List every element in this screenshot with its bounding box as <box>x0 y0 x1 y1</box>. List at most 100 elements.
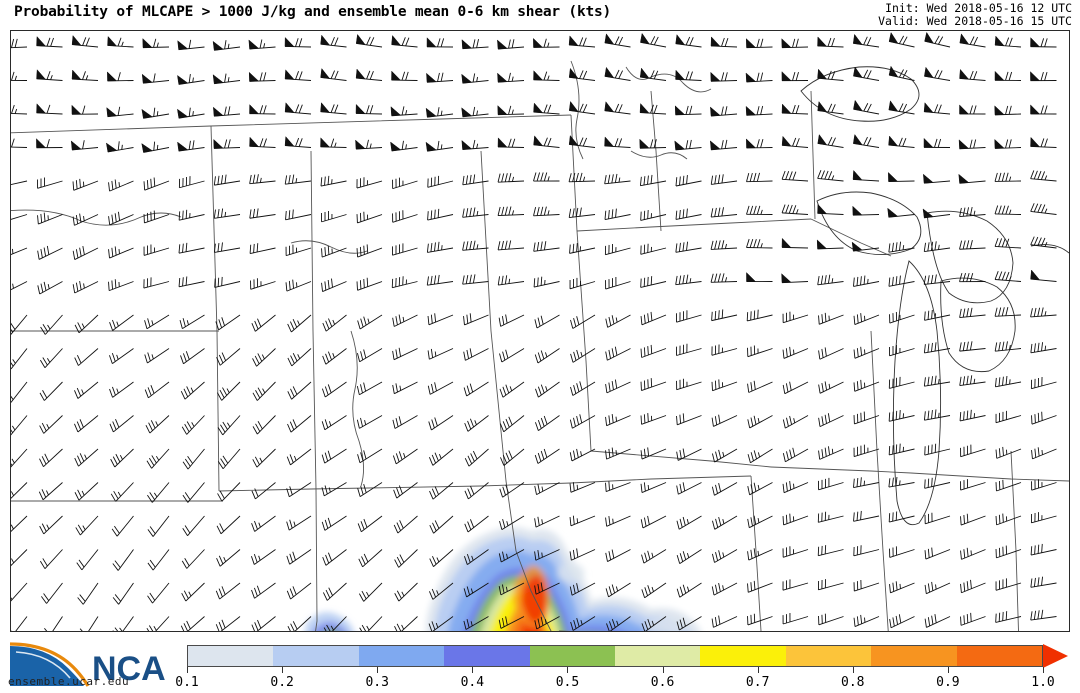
wind-barb <box>217 415 241 436</box>
ncar-logo[interactable]: NCAR <box>6 638 166 690</box>
wind-barb <box>321 482 347 497</box>
wind-barb <box>462 207 489 218</box>
wind-barb <box>817 274 844 286</box>
wind-barb <box>782 311 809 324</box>
wind-barb <box>1030 203 1057 215</box>
wind-barb <box>286 582 312 600</box>
wind-barb <box>74 448 99 467</box>
wind-barb <box>852 205 880 216</box>
wind-barb <box>217 448 241 470</box>
wind-barb <box>250 278 276 290</box>
wind-barb <box>74 482 99 501</box>
wind-barb <box>818 347 844 360</box>
wind-barb <box>11 247 28 255</box>
colorbar-band-0.9 <box>871 646 957 666</box>
wind-barb <box>570 616 596 631</box>
wind-barb <box>711 448 738 463</box>
wind-barb <box>40 314 63 335</box>
colorbar-tick <box>472 667 474 673</box>
wind-barb <box>676 515 702 530</box>
wind-barb <box>213 208 241 219</box>
wind-barb <box>111 515 134 537</box>
wind-barb <box>1030 576 1057 588</box>
wind-barb <box>463 549 489 565</box>
wind-barb <box>711 615 738 628</box>
wind-barb <box>533 37 560 48</box>
wind-barb <box>710 36 738 48</box>
wind-barb <box>178 242 205 254</box>
wind-barb <box>676 343 702 356</box>
wind-barb <box>533 241 560 252</box>
wind-barb <box>71 34 99 48</box>
wind-barb <box>216 348 241 366</box>
wind-barb <box>44 616 63 631</box>
wind-barb <box>639 102 667 115</box>
wind-barb <box>605 582 631 598</box>
wind-barb <box>817 203 844 215</box>
wind-barb <box>639 138 667 149</box>
wind-barb <box>497 105 525 116</box>
wind-barb <box>711 414 738 427</box>
wind-barb <box>746 172 773 183</box>
wind-barb <box>249 136 276 148</box>
weather-map[interactable] <box>10 30 1070 632</box>
wind-barb <box>960 444 986 458</box>
wind-barb <box>533 172 560 182</box>
wind-barb <box>605 447 631 460</box>
wind-barb <box>746 271 773 283</box>
wind-barb <box>1030 342 1057 354</box>
wind-barb <box>39 348 63 369</box>
wind-barb <box>853 379 880 392</box>
wind-barb <box>710 207 738 218</box>
wind-barb <box>356 244 383 258</box>
wind-barb <box>429 582 454 600</box>
wind-barb <box>569 582 596 596</box>
wind-barb <box>888 376 915 389</box>
wind-barb <box>781 135 809 148</box>
wind-barb <box>674 105 702 116</box>
wind-barb <box>322 549 347 566</box>
wind-barb <box>394 549 418 568</box>
wind-barb <box>37 212 63 225</box>
wind-barb <box>604 208 631 221</box>
wind-barb <box>182 482 205 503</box>
wind-barb <box>39 381 63 401</box>
wind-barb <box>39 415 63 434</box>
wind-barb <box>11 71 28 81</box>
wind-barb <box>464 448 489 467</box>
wind-barb <box>177 140 205 152</box>
wind-barb <box>11 582 28 602</box>
wind-barb <box>888 31 915 48</box>
wind-barb <box>1030 71 1057 82</box>
colorbar-tick-label: 0.3 <box>365 675 389 690</box>
wind-barb <box>604 136 631 148</box>
wind-barb <box>782 447 809 463</box>
wind-barb <box>284 102 312 115</box>
wind-barb <box>499 415 525 433</box>
wind-barb <box>640 482 667 493</box>
wind-barb <box>36 36 63 48</box>
wind-barb <box>144 381 170 399</box>
wind-barb <box>959 33 986 48</box>
wind-barb <box>357 448 383 464</box>
wind-barb <box>141 73 170 84</box>
wind-barb <box>994 307 1022 317</box>
wind-barb <box>321 210 347 223</box>
wind-barb <box>213 138 241 149</box>
wind-barb <box>569 277 596 290</box>
wind-barb <box>605 277 631 290</box>
wind-barb <box>888 135 915 148</box>
colorbar[interactable]: 0.1 0.2 0.3 0.4 0.5 0.6 0.7 0.8 0.9 1.0 <box>0 636 1080 693</box>
wind-barb <box>214 276 241 288</box>
wind-barb <box>994 138 1022 149</box>
wind-barb <box>11 104 28 115</box>
wind-barb <box>994 375 1022 388</box>
wind-barb <box>428 415 454 431</box>
wind-barb <box>37 177 63 189</box>
wind-barb <box>605 379 631 394</box>
wind-barb <box>994 35 1022 48</box>
wind-barb <box>818 413 844 428</box>
wind-barb <box>605 346 631 361</box>
wind-barb <box>108 279 134 292</box>
wind-barb <box>249 104 276 115</box>
